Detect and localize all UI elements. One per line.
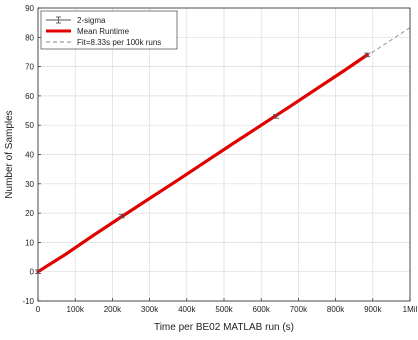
plot-frame <box>37 7 411 302</box>
y-tick-label: -10 <box>22 297 34 306</box>
errorbar-point <box>35 269 41 274</box>
x-tick-label: 400k <box>178 305 196 314</box>
y-tick-label: 90 <box>25 4 34 13</box>
x-tick-label: 700k <box>290 305 308 314</box>
y-tick-label: 20 <box>25 209 34 218</box>
y-tick-label: 40 <box>25 151 34 160</box>
legend-entry-fit: Fit=8.33s per 100k runs <box>46 38 161 47</box>
x-tick-label: 800k <box>327 305 345 314</box>
legend: 2-sigma Mean Runtime Fit=8.33s per 100k … <box>40 10 178 50</box>
legend-entry-2-sigma: 2-sigma <box>46 16 106 25</box>
y-tick-label: 70 <box>25 63 34 72</box>
legend-entry-mean-runtime: Mean Runtime <box>46 27 130 36</box>
y-tick-label: 60 <box>25 92 34 101</box>
legend-symbol-errorbar <box>46 16 71 24</box>
x-tick-label: 600k <box>253 305 271 314</box>
x-tick-label: 1Mil <box>403 305 418 314</box>
x-tick-label: 900k <box>364 305 382 314</box>
errorbar-point <box>273 114 280 119</box>
x-tick-label: 100k <box>67 305 85 314</box>
grid <box>37 7 411 302</box>
y-tick-label: 10 <box>25 238 34 247</box>
y-tick-label: 50 <box>25 121 34 130</box>
x-axis-label: Time per BE02 MATLAB run (s) <box>154 322 294 333</box>
y-tick-label: 30 <box>25 180 34 189</box>
y-tick-label: 0 <box>30 268 35 277</box>
legend-label: 2-sigma <box>77 16 106 25</box>
series-layer <box>35 27 411 274</box>
errorbar-point <box>364 52 371 58</box>
mean-runtime-line <box>36 53 369 274</box>
y-axis-label: Number of Samples <box>4 110 15 198</box>
x-tick-label: 500k <box>215 305 233 314</box>
legend-label: Mean Runtime <box>77 27 130 36</box>
y-tick-label: 80 <box>25 33 34 42</box>
x-tick-label: 200k <box>104 305 122 314</box>
errorbar-point <box>118 213 125 219</box>
x-tick-label: 0 <box>36 305 41 314</box>
legend-label: Fit=8.33s per 100k runs <box>77 38 161 47</box>
tick-labels: 0 100k 200k 300k 400k 500k 600k 700k 800k 900k 1Mi… <box>22 4 417 314</box>
x-tick-label: 300k <box>141 305 159 314</box>
